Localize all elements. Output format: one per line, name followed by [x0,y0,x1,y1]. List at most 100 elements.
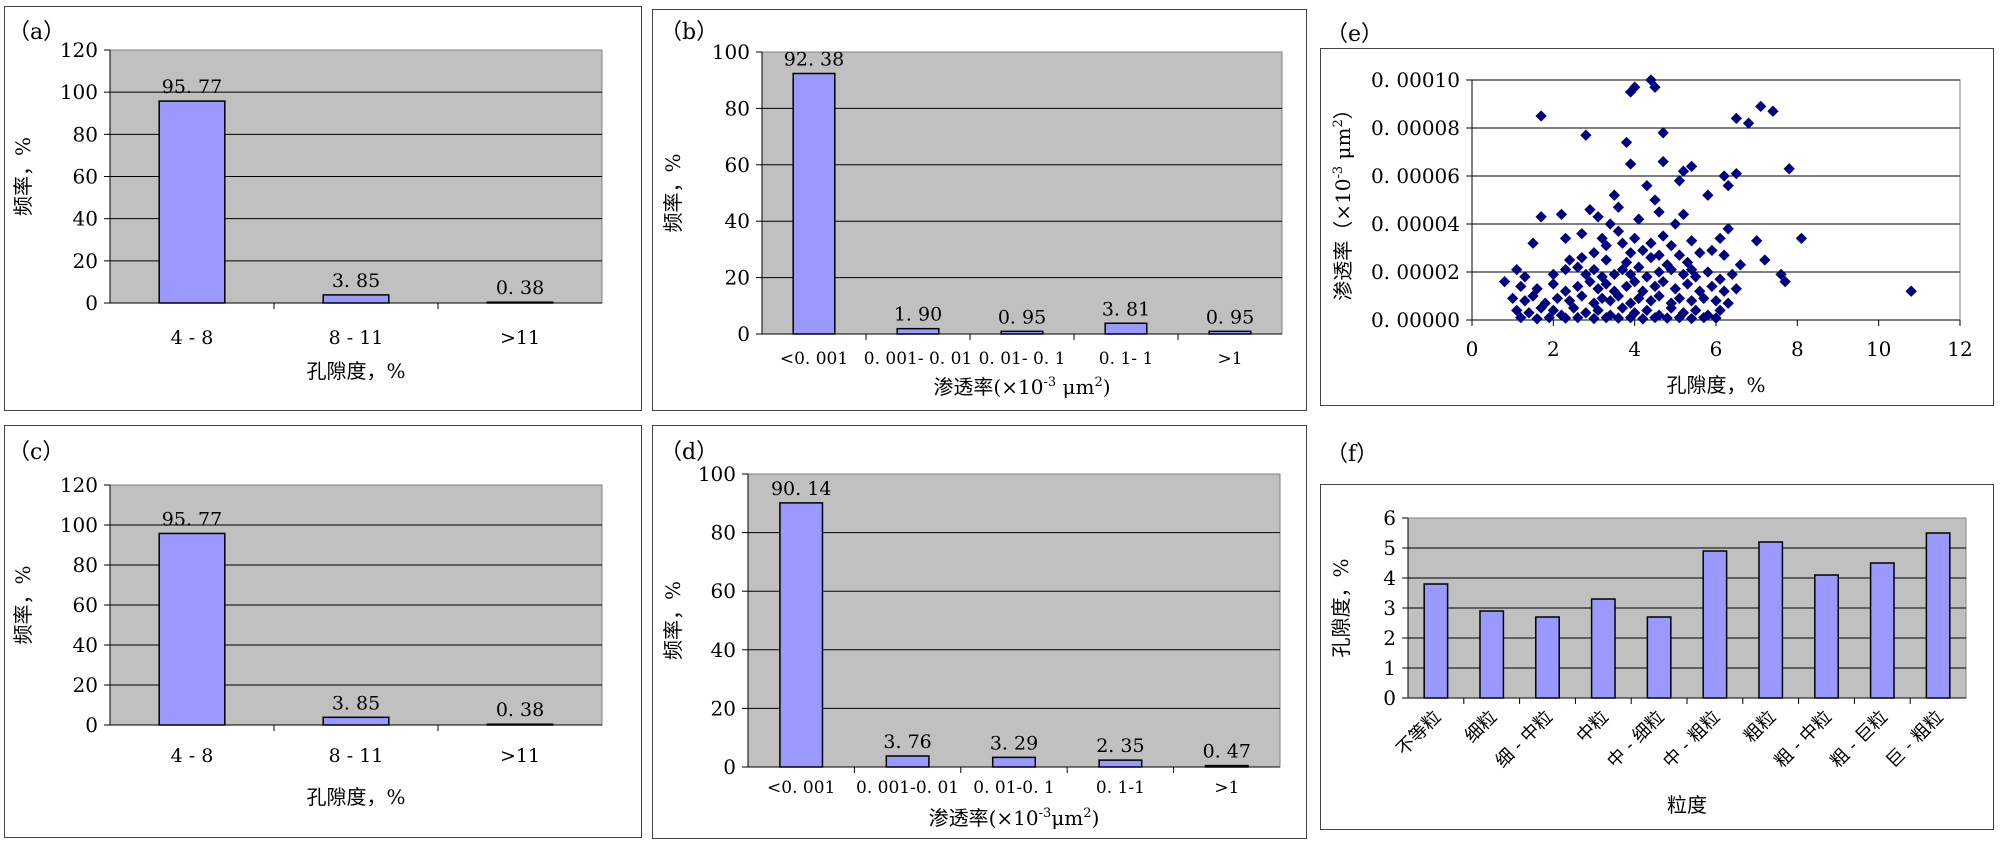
data-point [1653,290,1665,302]
data-point [1641,304,1653,317]
data-point [1685,235,1698,247]
data-label: 3. 85 [332,692,380,714]
x-tick-label: 0. 001- 0. 01 [864,349,972,369]
data-point [1653,206,1665,218]
data-point [1722,223,1734,235]
x-tick-label: 8 - 11 [329,745,384,767]
y-tick-label: 0 [723,755,736,779]
data-point [1795,232,1808,245]
data-point [1604,295,1616,307]
panel-c-label: （c） [8,440,65,465]
data-point [1592,283,1604,295]
bar [1423,583,1449,699]
data-point [1657,275,1669,288]
data-point [1612,312,1625,324]
data-point [1519,295,1531,307]
data-point [1624,297,1637,309]
y-tick-label: 0. 00002 [1371,260,1460,284]
x-tick-label: 细 - 中粒 [1492,707,1557,772]
y-tick-label: 0 [1383,686,1396,710]
x-tick-label: 粗粒 [1740,707,1780,747]
data-point [1507,292,1519,305]
data-point [1588,312,1600,325]
data-point [1730,283,1742,295]
data-point [1751,235,1763,247]
x-tick-label: 4 - 8 [171,745,214,767]
x-tick-label: <0. 001 [780,349,848,369]
bar [1925,532,1951,699]
data-point [1649,311,1661,324]
data-label: 0. 95 [998,306,1046,328]
data-point [1665,302,1677,314]
x-tick-label: 粗 - 巨粒 [1826,707,1891,772]
bar [158,100,226,304]
data-point [1755,100,1767,113]
y-tick-label: 60 [73,593,98,617]
y-tick-label: 2 [1383,626,1396,650]
data-label: 0. 38 [496,277,544,299]
x-tick-label: >1 [1214,778,1239,798]
data-point [1596,292,1608,305]
data-point [1706,280,1718,293]
data-point [1572,261,1584,273]
y-tick-label: 5 [1383,536,1396,560]
data-point [1592,304,1604,317]
y-tick-label: 0 [85,291,98,315]
data-point [1698,292,1710,305]
y-tick-label: 0. 00008 [1371,116,1460,140]
data-point [1624,311,1637,324]
y-tick-label: 40 [73,207,98,231]
bar [1098,759,1143,768]
data-point [1559,285,1572,297]
bar [322,716,390,726]
panel-f-label: （f） [1326,442,1379,467]
bar [1208,330,1252,335]
y-axis-title: 频率，% [661,581,685,660]
x-tick-label: 0. 01-0. 1 [973,778,1054,798]
x-tick-label: 6 [1710,337,1723,361]
data-point [1555,208,1568,221]
data-point [1714,304,1726,317]
data-point [1734,259,1747,271]
data-point [1710,295,1722,307]
data-point [1673,249,1686,261]
x-axis-title: 渗透率(×10-3μm2) [929,806,1100,830]
data-point [1742,117,1755,129]
y-tick-label: 80 [711,521,736,545]
y-tick-label: 60 [725,153,750,177]
data-point [1905,285,1917,297]
x-tick-label: 10 [1866,337,1891,361]
data-point [1620,136,1633,149]
bar [1590,598,1616,699]
data-point [1665,263,1677,276]
x-tick-label: 8 - 11 [329,327,384,349]
x-tick-label: 8 [1791,337,1804,361]
data-point [1608,189,1620,201]
data-point [1629,275,1641,288]
data-label: 92. 38 [784,48,844,70]
data-point [1559,232,1572,245]
data-point [1661,312,1673,324]
x-tick-label: 0. 1- 1 [1099,349,1153,369]
bar [1000,330,1044,335]
bar [1535,616,1560,699]
x-tick-label: 粗 - 中粒 [1771,707,1836,772]
data-point [1584,203,1596,216]
y-tick-label: 20 [73,249,98,273]
data-point [1714,273,1726,285]
data-point [1673,292,1686,305]
data-point [1690,304,1702,317]
x-axis-title: 渗透率(×10-3 μm2) [933,375,1110,399]
data-point [1641,271,1653,283]
data-point [1612,225,1625,237]
data-point [1649,194,1661,206]
data-point [1722,297,1734,309]
y-tick-label: 1 [1383,656,1396,680]
panel-a-label: （a） [8,20,66,45]
x-tick-label: 细粒 [1461,707,1501,747]
data-point [1653,266,1665,278]
data-point [1543,311,1555,324]
data-point [1690,271,1702,283]
